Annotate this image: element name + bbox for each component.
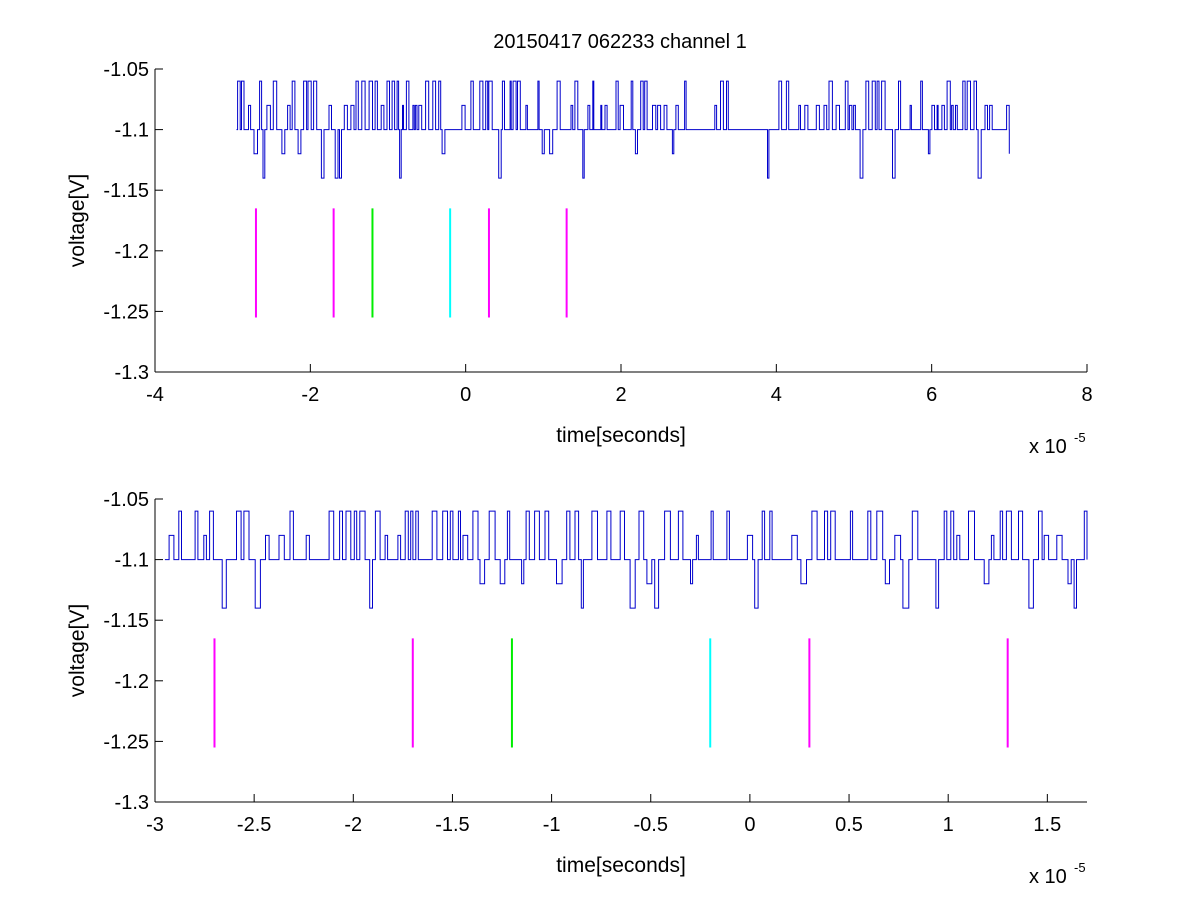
x-axis-label: time[seconds] [556, 854, 686, 877]
bottom-subplot: -3 -2.5 -2 -1.5 -1 -0.5 0 0.5 1 1.5 -1.3 -1.25 -1.2 -… [66, 489, 1088, 888]
y-tick-label: -1.05 [103, 59, 149, 81]
y-tick-label: -1.25 [103, 731, 149, 753]
x-tick-label: 1 [943, 814, 954, 836]
x-tick-label: -2.5 [237, 814, 271, 836]
x-tick-label: -0.5 [634, 814, 668, 836]
x-axis-label: time[seconds] [556, 424, 686, 447]
x-tick-label: -2 [344, 814, 362, 836]
y-axis-label: voltage[V] [66, 174, 89, 267]
x-tick-label: 0.5 [835, 814, 863, 836]
x-tick-label: 2 [615, 384, 626, 406]
x-tick-label: -1.5 [435, 814, 469, 836]
x-tick-label: 4 [771, 384, 782, 406]
x-tick-label: 0 [460, 384, 471, 406]
y-tick-label: -1.25 [103, 301, 149, 323]
x-tick-label: 8 [1081, 384, 1092, 406]
x-tick-label: -1 [543, 814, 561, 836]
x-tick-label: -2 [301, 384, 319, 406]
x-exponent-label: x 10 [1029, 436, 1067, 458]
x-tick-label: 1.5 [1033, 814, 1061, 836]
y-tick-label: -1.15 [103, 610, 149, 632]
y-tick-label: -1.3 [115, 362, 149, 384]
top-subplot: -4 -2 0 2 4 6 8 -1.3 -1.25 -1.2 -1.15 -1.1 -1.05 time… [66, 59, 1093, 458]
x-tick-label: -3 [146, 814, 164, 836]
x-tick-label: -4 [146, 384, 164, 406]
x-tick-label: 6 [926, 384, 937, 406]
y-tick-label: -1.2 [115, 241, 149, 263]
y-tick-label: -1.05 [103, 489, 149, 511]
y-tick-label: -1.15 [103, 180, 149, 202]
x-exponent-label: x 10 [1029, 866, 1067, 888]
y-tick-label: -1.1 [115, 120, 149, 142]
signal-line [236, 80, 1010, 179]
signal-line [164, 510, 1088, 609]
y-axis-label: voltage[V] [66, 604, 89, 697]
x-exponent-power: -5 [1074, 430, 1086, 445]
x-tick-label: 0 [744, 814, 755, 836]
y-tick-label: -1.3 [115, 792, 149, 814]
y-tick-label: -1.2 [115, 671, 149, 693]
y-tick-label: -1.1 [115, 550, 149, 572]
figure-title: 20150417 062233 channel 1 [493, 31, 747, 53]
x-exponent-power: -5 [1074, 860, 1086, 875]
